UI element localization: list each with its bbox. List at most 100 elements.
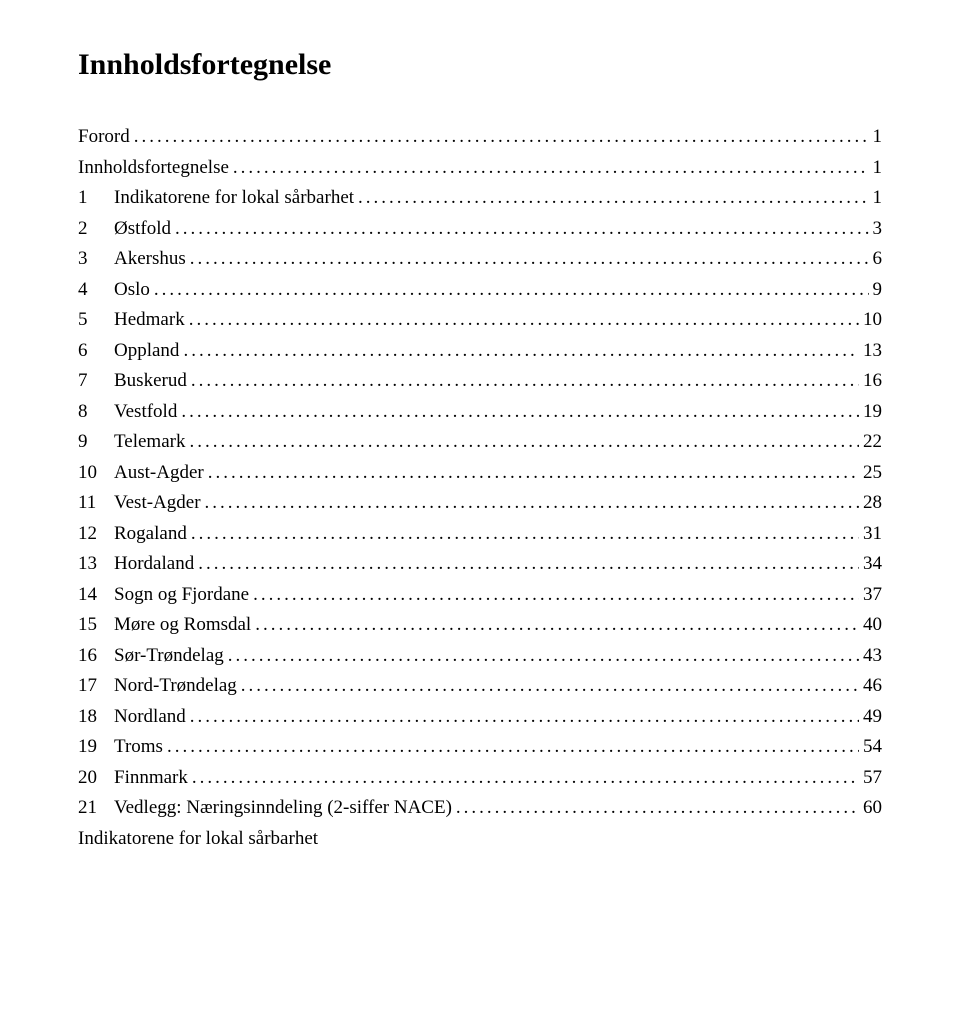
toc-entry-label: Oppland <box>114 340 179 362</box>
toc-entry: 20Finnmark 57 <box>78 767 882 789</box>
toc-entry-number: 7 <box>78 370 114 392</box>
toc-entry-page: 60 <box>863 797 882 819</box>
toc-entry-number: 14 <box>78 584 114 606</box>
toc-entry-number: 21 <box>78 797 114 819</box>
toc-entry: 16Sør-Trøndelag 43 <box>78 645 882 667</box>
toc-entry-page: 28 <box>863 492 882 514</box>
toc-entry-label: Innholdsfortegnelse <box>78 157 229 179</box>
toc-entry: 10Aust-Agder 25 <box>78 462 882 484</box>
toc-entry-page: 9 <box>873 279 883 301</box>
toc-entry-number: 17 <box>78 675 114 697</box>
toc-entry-page: 6 <box>873 248 883 270</box>
toc-entry-page: 22 <box>863 431 882 453</box>
toc-entry-page: 37 <box>863 584 882 606</box>
toc-entry-number: 4 <box>78 279 114 301</box>
toc-entry-page: 46 <box>863 675 882 697</box>
toc-entry-label: Vest-Agder <box>114 492 201 514</box>
toc-entry-page: 19 <box>863 401 882 423</box>
toc-entry-number: 18 <box>78 706 114 728</box>
toc-entry: 4Oslo 9 <box>78 279 882 301</box>
toc-entry-number: 1 <box>78 187 114 209</box>
toc-leader-dots <box>183 340 859 362</box>
toc-entry-number: 3 <box>78 248 114 270</box>
toc-leader-dots <box>228 645 859 667</box>
toc-entry-label: Rogaland <box>114 523 187 545</box>
toc-entry-page: 54 <box>863 736 882 758</box>
toc-entry-number: 5 <box>78 309 114 331</box>
toc-entry-page: 40 <box>863 614 882 636</box>
toc-entry-label: Buskerud <box>114 370 187 392</box>
toc-entry-page: 1 <box>873 187 883 209</box>
toc-entry-number: 13 <box>78 553 114 575</box>
toc-leader-dots <box>233 157 869 179</box>
toc-leader-dots <box>255 614 859 636</box>
toc-entry-number: 15 <box>78 614 114 636</box>
toc-entry: Innholdsfortegnelse 1 <box>78 157 882 179</box>
toc-entry-number: 9 <box>78 431 114 453</box>
toc-entry-label: Østfold <box>114 218 171 240</box>
toc-entry-label: Hedmark <box>114 309 185 331</box>
toc-leader-dots <box>181 401 859 423</box>
toc-leader-dots <box>167 736 859 758</box>
toc-entry-page: 1 <box>873 157 883 179</box>
toc-entry-label: Aust-Agder <box>114 462 204 484</box>
toc-entry-label: Indikatorene for lokal sårbarhet <box>114 187 354 209</box>
toc-entry: 21Vedlegg: Næringsinndeling (2-siffer NA… <box>78 797 882 819</box>
toc-entry-page: 16 <box>863 370 882 392</box>
toc-entry-number: 6 <box>78 340 114 362</box>
toc-entry: 2Østfold 3 <box>78 218 882 240</box>
toc-entry-label: Nordland <box>114 706 186 728</box>
toc-entry-label: Oslo <box>114 279 150 301</box>
page-title: Innholdsfortegnelse <box>78 48 882 82</box>
toc-entry-label: Sør-Trøndelag <box>114 645 224 667</box>
toc-leader-dots <box>154 279 869 301</box>
toc-leader-dots <box>358 187 868 209</box>
toc-entry-label: Troms <box>114 736 163 758</box>
toc-entry-number: 16 <box>78 645 114 667</box>
toc-entry: 7Buskerud 16 <box>78 370 882 392</box>
toc-entry: 9Telemark 22 <box>78 431 882 453</box>
toc-leader-dots <box>241 675 859 697</box>
toc-leader-dots <box>253 584 859 606</box>
toc-entry-page: 34 <box>863 553 882 575</box>
toc-entry-page: 10 <box>863 309 882 331</box>
toc-entry-page: 3 <box>873 218 883 240</box>
toc-entry-number: 20 <box>78 767 114 789</box>
toc-entry: 18Nordland 49 <box>78 706 882 728</box>
toc-entry: 6Oppland 13 <box>78 340 882 362</box>
table-of-contents: Forord 1Innholdsfortegnelse 11Indikatore… <box>78 126 882 819</box>
toc-entry-number: 8 <box>78 401 114 423</box>
toc-entry: 14Sogn og Fjordane 37 <box>78 584 882 606</box>
toc-leader-dots <box>192 767 859 789</box>
toc-entry: 8Vestfold 19 <box>78 401 882 423</box>
toc-leader-dots <box>189 309 859 331</box>
toc-entry-number: 2 <box>78 218 114 240</box>
toc-entry: 12Rogaland 31 <box>78 523 882 545</box>
toc-leader-dots <box>191 523 859 545</box>
toc-entry: 17Nord-Trøndelag 46 <box>78 675 882 697</box>
toc-entry-page: 25 <box>863 462 882 484</box>
toc-entry-page: 31 <box>863 523 882 545</box>
toc-entry: 3Akershus 6 <box>78 248 882 270</box>
toc-entry-number: 10 <box>78 462 114 484</box>
toc-entry-page: 49 <box>863 706 882 728</box>
toc-entry: 19Troms 54 <box>78 736 882 758</box>
toc-entry-number: 19 <box>78 736 114 758</box>
toc-entry-page: 43 <box>863 645 882 667</box>
toc-entry-page: 1 <box>873 126 883 148</box>
toc-entry: 15Møre og Romsdal 40 <box>78 614 882 636</box>
footer-label: Indikatorene for lokal sårbarhet <box>78 828 882 850</box>
toc-leader-dots <box>191 370 859 392</box>
document-page: Innholdsfortegnelse Forord 1 Innholdsfort… <box>0 0 960 850</box>
toc-entry: 13Hordaland 34 <box>78 553 882 575</box>
toc-entry-label: Sogn og Fjordane <box>114 584 249 606</box>
toc-entry: Forord 1 <box>78 126 882 148</box>
toc-leader-dots <box>190 706 859 728</box>
toc-entry-label: Vestfold <box>114 401 177 423</box>
toc-entry-label: Akershus <box>114 248 186 270</box>
toc-entry-page: 57 <box>863 767 882 789</box>
toc-leader-dots <box>205 492 859 514</box>
toc-entry-label: Hordaland <box>114 553 194 575</box>
toc-leader-dots <box>134 126 869 148</box>
toc-leader-dots <box>208 462 859 484</box>
